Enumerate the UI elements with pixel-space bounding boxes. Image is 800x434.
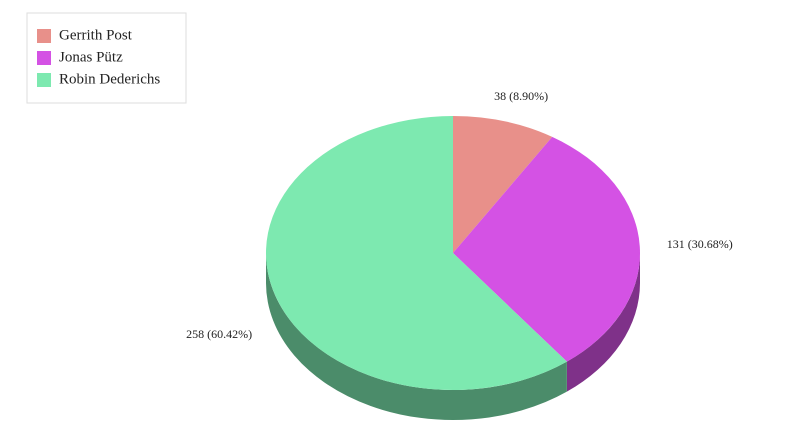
data-label: 131 (30.68%) xyxy=(667,237,733,251)
slice-side xyxy=(566,253,640,392)
slice xyxy=(266,116,567,390)
legend-label: Gerrith Post xyxy=(59,27,133,43)
data-label: 258 (60.42%) xyxy=(186,327,252,341)
slice-side xyxy=(266,253,567,421)
legend-swatch xyxy=(37,73,51,87)
legend-label: Jonas Pütz xyxy=(59,49,123,65)
legend-label: Robin Dederichs xyxy=(59,71,160,87)
legend-box xyxy=(26,12,187,104)
legend-swatch xyxy=(37,29,51,43)
legend-swatch xyxy=(37,51,51,65)
slice xyxy=(453,116,553,253)
data-label: 38 (8.90%) xyxy=(494,89,548,103)
slice xyxy=(453,136,641,362)
